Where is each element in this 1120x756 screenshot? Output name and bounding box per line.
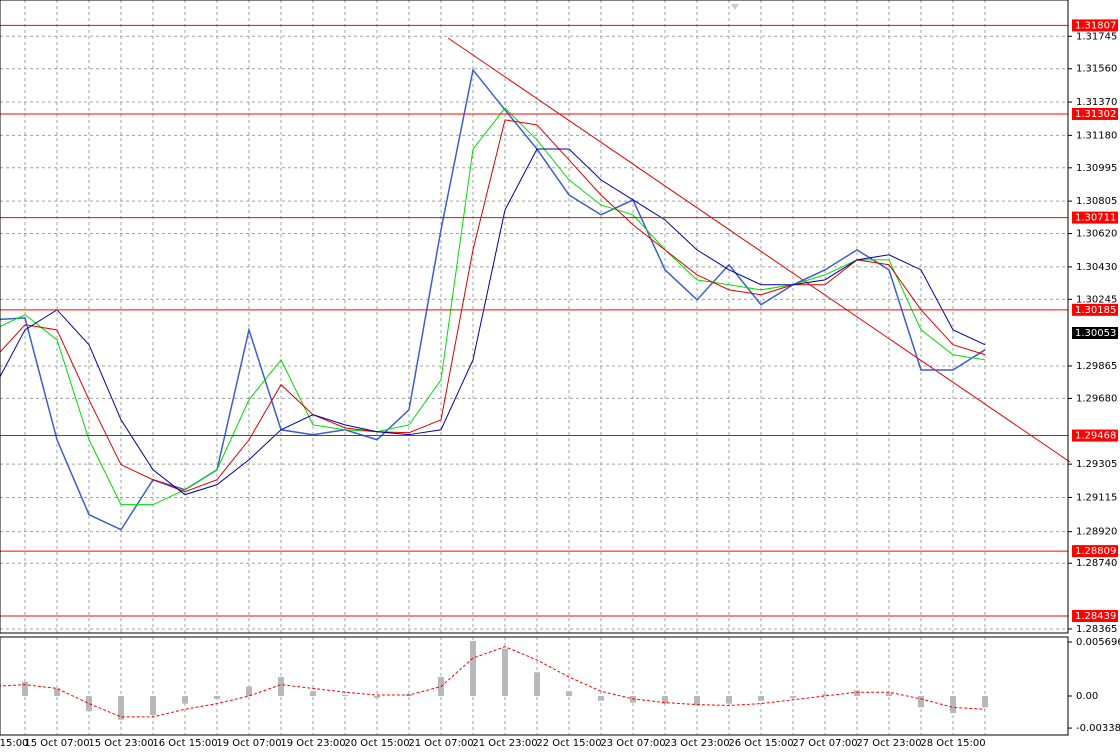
y-tick-label: 1.31180 [1076, 130, 1117, 141]
y-tick-label: 1.29680 [1076, 393, 1117, 404]
histogram-bar [246, 686, 252, 697]
x-tick-label: 23 Oct 23:00 [664, 738, 729, 749]
x-tick-label: 19 Oct 07:00 [216, 738, 281, 749]
x-tick-label: 23 Oct 07:00 [600, 738, 665, 749]
histogram-bar [86, 696, 92, 712]
level-label: 1.28439 [1075, 611, 1116, 622]
x-tick-label: 19 Oct 23:00 [280, 738, 345, 749]
level-label-box [1072, 429, 1118, 442]
level-label-box [1072, 545, 1118, 558]
histogram-bar [118, 696, 124, 720]
histogram-bar [854, 690, 860, 697]
level-label-box [1072, 609, 1118, 622]
histogram-bar [598, 696, 604, 701]
x-tick-label: 26 Oct 15:00 [728, 738, 793, 749]
histogram-bar [918, 696, 924, 708]
y-tick-label: 1.30995 [1076, 163, 1117, 174]
current-price-label: 1.30053 [1075, 328, 1116, 339]
y-tick-label: 1.29115 [1076, 492, 1117, 503]
y-tick-label: 1.31370 [1076, 97, 1117, 108]
histogram-bar [150, 696, 156, 715]
y-tick-label: 1.28365 [1076, 624, 1117, 635]
level-label: 1.30711 [1075, 213, 1116, 224]
y-tick-label: 1.30805 [1076, 196, 1117, 207]
y-tick-label: 1.29305 [1076, 459, 1117, 470]
price-line [0, 148, 986, 496]
level-label-box [1072, 303, 1118, 316]
level-label: 1.28809 [1075, 546, 1116, 557]
price-line [0, 119, 986, 493]
x-tick-label: 15 Oct 07:00 [24, 738, 89, 749]
x-tick-label: 27 Oct 07:00 [792, 738, 857, 749]
y-tick-label: 1.28740 [1076, 558, 1117, 569]
histogram-bar [726, 696, 732, 704]
x-tick-label: 15 Oct 23:00 [88, 738, 153, 749]
y-tick-label: 1.28920 [1076, 527, 1117, 538]
x-tick-label: 22 Oct 15:00 [536, 738, 601, 749]
current-price-box [1072, 326, 1118, 339]
trend-line [447, 37, 1071, 463]
level-label: 1.31807 [1075, 20, 1116, 31]
level-label-box [1072, 19, 1118, 32]
main-frame [0, 0, 1069, 634]
level-label-box [1072, 211, 1118, 224]
level-label-box [1072, 107, 1118, 120]
y-tick-label: 1.29865 [1076, 361, 1117, 372]
signal-line [0, 646, 986, 718]
x-tick-label: 16 Oct 15:00 [152, 738, 217, 749]
x-tick-label: 15:00 [0, 738, 28, 749]
y-tick-label: 1.30245 [1076, 294, 1117, 305]
histogram-bar [22, 681, 28, 697]
histogram-bar [342, 695, 348, 697]
oscillator-frame [0, 636, 1069, 736]
histogram-bar [182, 696, 188, 704]
histogram-bar [694, 696, 700, 706]
price-line [0, 107, 986, 506]
histogram-bar [566, 691, 572, 697]
histogram-bar [470, 640, 476, 697]
level-label: 1.29468 [1075, 431, 1116, 442]
x-tick-label: 21 Oct 07:00 [408, 738, 473, 749]
histogram-bar [950, 696, 956, 714]
histogram-bar [662, 696, 668, 704]
x-tick-label: 21 Oct 23:00 [472, 738, 537, 749]
histogram-bar [886, 693, 892, 697]
x-tick-label: 27 Oct 23:00 [856, 738, 921, 749]
marks [0, 24, 1068, 720]
y-tick-label: 1.30430 [1076, 262, 1117, 273]
histogram-bar [310, 691, 316, 697]
x-tick-label: 28 Oct 15:00 [920, 738, 985, 749]
histogram-bar [374, 696, 380, 698]
y-tick-label: -0.00338 [1076, 723, 1120, 734]
histogram-bar [278, 677, 284, 697]
y-tick-label: 1.31560 [1076, 64, 1117, 75]
histogram-bar [54, 688, 60, 697]
level-label: 1.31302 [1075, 109, 1116, 120]
y-tick-label: 0.005696 [1076, 637, 1120, 648]
y-tick-label: 0.00 [1076, 691, 1098, 702]
y-tick-label: 1.30620 [1076, 229, 1117, 240]
shift-marker [731, 4, 739, 10]
histogram-bar [758, 696, 764, 701]
level-label: 1.30185 [1075, 305, 1116, 316]
histogram-bar [502, 648, 508, 697]
histogram-bar [790, 696, 796, 698]
histogram-bar [214, 696, 220, 699]
histogram-bar [982, 696, 988, 708]
x-tick-label: 20 Oct 15:00 [344, 738, 409, 749]
histogram-bar [822, 694, 828, 697]
histogram-bar [534, 672, 540, 697]
y-tick-label: 1.31745 [1076, 31, 1117, 42]
